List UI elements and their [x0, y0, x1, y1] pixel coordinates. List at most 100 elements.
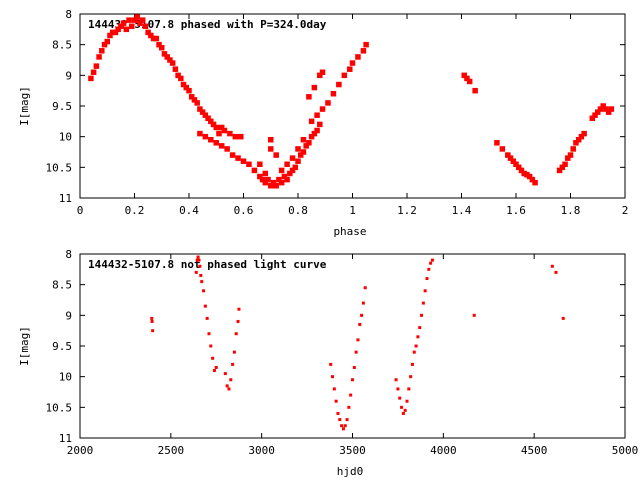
phased-data-point: [265, 176, 271, 183]
phased-data-point: [224, 146, 230, 152]
phased-x-tick-label: 0.8: [288, 204, 308, 217]
unphased-data-point: [425, 277, 429, 281]
phased-data-point: [218, 124, 225, 131]
phased-data-point: [281, 173, 288, 180]
unphased-data-point: [347, 405, 351, 409]
phased-data-point: [289, 155, 296, 161]
phased-data-point: [600, 103, 606, 109]
phased-data-point: [257, 173, 263, 180]
unphased-y-tick-label: 9: [65, 309, 72, 322]
unphased-data-point: [349, 393, 353, 397]
unphased-data-point: [214, 365, 218, 369]
unphased-x-tick-label: 3000: [248, 444, 275, 457]
unphased-data-point: [237, 307, 241, 311]
unphased-data-point: [423, 289, 427, 293]
phased-data-point: [559, 164, 566, 171]
phased-data-point: [178, 75, 184, 82]
unphased-data-point: [341, 427, 345, 431]
unphased-data-point: [205, 316, 209, 320]
unphased-data-point: [360, 313, 364, 317]
unphased-data-point: [223, 372, 227, 376]
phased-data-point: [319, 106, 326, 112]
phased-data-point: [145, 29, 151, 36]
phased-data-point: [270, 179, 277, 186]
phased-data-point: [153, 35, 160, 42]
phased-data-point: [262, 170, 269, 177]
phased-data-point: [257, 161, 263, 168]
phased-data-point: [573, 140, 579, 146]
phased-data-point: [570, 146, 576, 152]
phased-data-point: [306, 94, 312, 100]
phased-data-point: [529, 176, 536, 183]
phased-data-point: [186, 87, 192, 94]
unphased-data-point: [550, 264, 554, 268]
phased-data-point: [139, 17, 146, 23]
phased-y-tick-label: 9.5: [52, 100, 72, 113]
phased-data-point: [159, 44, 165, 51]
phased-data-point: [268, 136, 274, 143]
phased-data-point: [202, 112, 209, 118]
unphased-data-point: [227, 387, 231, 391]
phased-data-point: [107, 32, 113, 39]
unphased-data-point: [403, 408, 407, 412]
unphased-data-point: [338, 418, 342, 422]
phased-data-point: [123, 26, 130, 33]
unphased-data-point: [352, 365, 356, 369]
unphased-x-axis-label: hjd0: [337, 465, 364, 478]
unphased-y-tick-label: 8.5: [52, 279, 72, 292]
phased-x-tick-label: 1: [349, 204, 356, 217]
unphased-data-points: [150, 255, 565, 431]
unphased-data-point: [407, 387, 411, 391]
phased-x-tick-label: 0: [77, 204, 84, 217]
phased-data-point: [308, 133, 315, 140]
unphased-data-point: [409, 375, 413, 379]
unphased-data-point: [398, 396, 402, 400]
phased-data-point: [314, 112, 320, 118]
unphased-data-point: [232, 350, 236, 354]
unphased-y-tick-label: 10.5: [46, 401, 73, 414]
unphased-data-point: [197, 258, 201, 262]
phased-data-point: [142, 23, 149, 30]
phased-data-point: [238, 133, 244, 140]
unphased-data-point: [331, 375, 335, 379]
phased-data-point: [134, 14, 140, 20]
phased-data-point: [93, 63, 100, 69]
unphased-data-point: [329, 362, 333, 366]
phased-data-point: [575, 136, 582, 143]
phased-data-point: [115, 26, 121, 33]
unphased-x-tick-label: 4000: [430, 444, 457, 457]
phased-data-point: [175, 72, 181, 79]
unphased-data-point: [212, 369, 216, 373]
phased-data-point: [208, 118, 214, 125]
phased-data-point: [180, 81, 187, 88]
unphased-light-curve-panel: 144432-5107.8 not phased light curve hjd…: [18, 248, 638, 478]
phased-data-point: [300, 149, 307, 155]
phased-data-point: [562, 161, 568, 168]
unphased-y-axis-label: I[mag]: [18, 326, 31, 366]
phased-data-point: [608, 106, 615, 112]
unphased-data-point: [194, 270, 198, 274]
phased-data-point: [494, 140, 500, 146]
unphased-data-point: [229, 378, 233, 382]
unphased-data-point: [363, 286, 367, 290]
unphased-x-tick-label: 2500: [158, 444, 185, 457]
phased-y-tick-label: 9: [65, 69, 72, 82]
unphased-axis-ticks: 2000 2500 3000 3500 4000 4500 5000 8 8.5 9 9.5 10 10…: [46, 248, 639, 457]
phased-data-point: [507, 155, 514, 161]
unphased-data-point: [410, 362, 414, 366]
phased-data-point: [289, 167, 296, 174]
phased-data-point: [295, 146, 301, 152]
phased-data-point: [308, 118, 315, 125]
unphased-x-tick-label: 4500: [521, 444, 548, 457]
phased-data-point: [287, 170, 293, 177]
phased-data-point: [330, 90, 337, 97]
phased-data-point: [341, 72, 348, 79]
phased-data-point: [164, 54, 170, 60]
phased-data-point: [581, 130, 587, 137]
phased-y-tick-label: 10: [59, 131, 72, 144]
unphased-data-point: [561, 316, 565, 320]
phased-data-point: [210, 121, 217, 128]
phased-data-point: [205, 115, 211, 122]
unphased-data-point: [151, 329, 155, 333]
